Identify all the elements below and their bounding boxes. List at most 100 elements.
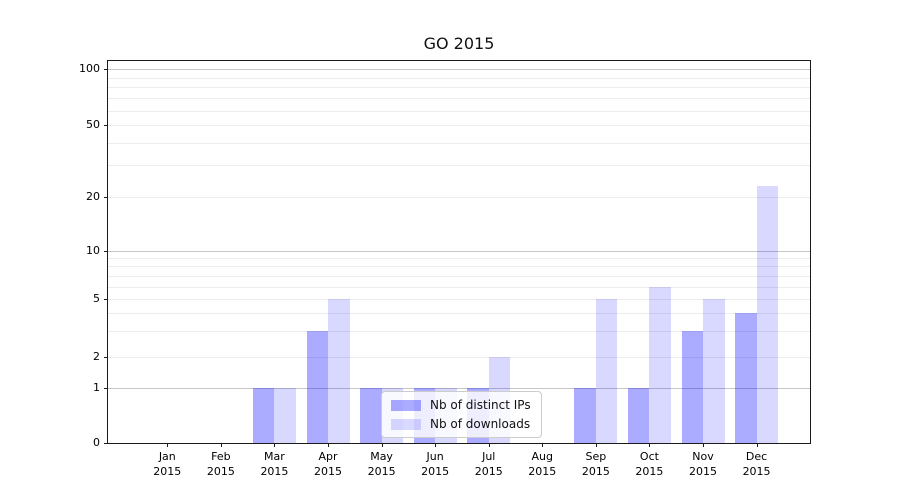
x-tick-label: Jan 2015 (135, 450, 199, 479)
bar-distinct-ips (735, 313, 757, 443)
gridline-minor (108, 266, 810, 268)
legend: Nb of distinct IPs Nb of downloads (381, 391, 542, 438)
legend-swatch-downloads (391, 418, 421, 430)
gridline-major (108, 250, 810, 252)
bar-distinct-ips (306, 331, 328, 443)
bar-downloads (703, 299, 725, 443)
x-tick-mark (649, 443, 651, 447)
x-tick-label: Jul 2015 (457, 450, 521, 479)
gridline-major (108, 388, 810, 390)
y-tick-mark (104, 356, 108, 358)
gridline-minor (108, 275, 810, 277)
x-tick-label: Nov 2015 (671, 450, 735, 479)
x-tick-month: Mar (264, 450, 285, 463)
x-tick-year: 2015 (742, 464, 771, 478)
y-tick-mark (104, 443, 108, 444)
x-tick-year: 2015 (689, 464, 717, 478)
gridline-minor (108, 299, 810, 301)
plot-area: 0 1 2 5 10 20 50 100 Jan 2015 Feb 2015 Mar 2015 Apr 201… (79, 60, 811, 478)
y-tick-mark (104, 69, 108, 71)
bar-distinct-ips (360, 388, 382, 443)
x-tick-year: 2015 (421, 464, 450, 478)
y-tick-mark (104, 388, 108, 390)
x-tick-mark (220, 443, 222, 447)
x-tick-month: Dec (745, 450, 768, 463)
bar-distinct-ips (252, 388, 275, 443)
gridline-minor (108, 286, 810, 288)
legend-item-downloads: Nb of downloads (391, 417, 531, 431)
bar-downloads (595, 299, 618, 443)
x-tick-mark (274, 443, 276, 447)
x-tick-year: 2015 (260, 464, 289, 478)
bar-downloads (756, 185, 779, 443)
gridline-minor (108, 110, 810, 112)
x-tick-mark (595, 443, 597, 447)
x-tick-month: May (370, 450, 393, 463)
x-tick-mark (328, 443, 329, 447)
x-tick-month: Oct (639, 450, 659, 463)
bar-distinct-ips (574, 388, 596, 443)
y-tick-mark (104, 196, 108, 198)
x-tick-month: Jun (426, 450, 444, 463)
gridline-minor (108, 258, 810, 260)
chart-title: GO 2015 (423, 34, 495, 53)
x-tick-year: 2015 (581, 464, 610, 478)
y-tick-label: 5 (93, 292, 100, 306)
gridline-minor (108, 77, 810, 79)
y-tick-label: 100 (79, 62, 100, 76)
y-tick-mark (104, 299, 108, 301)
legend-label-downloads: Nb of downloads (430, 417, 531, 431)
x-tick-year: 2015 (153, 464, 182, 478)
gridline-minor (108, 87, 810, 89)
x-tick-month: Apr (318, 450, 338, 463)
x-tick-mark (703, 443, 704, 447)
x-tick-year: 2015 (474, 464, 503, 478)
x-tick-label: Dec 2015 (725, 450, 789, 479)
bar-downloads (328, 299, 350, 443)
x-tick-label: Feb 2015 (189, 450, 253, 479)
legend-label-distinct-ips: Nb of distinct IPs (430, 398, 531, 412)
gridline-minor (108, 142, 810, 144)
x-tick-label: Apr 2015 (296, 450, 360, 479)
bar-downloads (274, 388, 296, 443)
y-tick-label: 1 (93, 381, 100, 395)
x-tick-mark (435, 443, 437, 447)
x-tick-mark (488, 443, 490, 447)
x-tick-mark (542, 443, 544, 447)
x-tick-year: 2015 (528, 464, 557, 478)
y-tick-label: 20 (86, 189, 100, 203)
x-tick-month: Jul (482, 450, 496, 463)
x-tick-mark (756, 443, 758, 447)
x-tick-label: Aug 2015 (510, 450, 574, 479)
x-tick-mark (167, 443, 169, 447)
gridline-minor (108, 165, 810, 167)
x-tick-label: Mar 2015 (242, 450, 306, 479)
gridline-minor (108, 313, 810, 315)
x-tick-year: 2015 (314, 464, 342, 478)
x-tick-month: Feb (211, 450, 231, 463)
gridline-minor (108, 196, 810, 198)
x-tick-label: May 2015 (350, 450, 414, 479)
x-tick-year: 2015 (635, 464, 664, 478)
y-tick-mark (104, 250, 108, 252)
x-tick-label: Sep 2015 (564, 450, 628, 479)
legend-item-distinct-ips: Nb of distinct IPs (391, 398, 531, 412)
gridline-major (108, 69, 810, 71)
bar-distinct-ips (681, 331, 703, 443)
x-tick-year: 2015 (206, 464, 235, 478)
gridline-minor (108, 125, 810, 127)
y-tick-label: 0 (93, 436, 100, 449)
gridline-minor (108, 331, 810, 333)
y-tick-label: 50 (86, 118, 100, 132)
x-tick-month: Aug (531, 450, 554, 463)
gridline-minor (108, 356, 810, 358)
x-tick-month: Sep (585, 450, 607, 463)
x-tick-month: Nov (692, 450, 714, 463)
bar-downloads (649, 286, 671, 443)
x-tick-year: 2015 (367, 464, 396, 478)
x-tick-label: Jun 2015 (403, 450, 467, 479)
x-tick-month: Jan (158, 450, 176, 463)
y-tick-label: 2 (93, 349, 100, 363)
y-tick-label: 10 (86, 243, 100, 257)
